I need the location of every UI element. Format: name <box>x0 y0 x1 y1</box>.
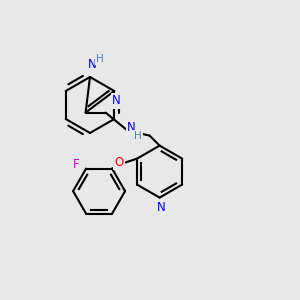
Text: N: N <box>127 121 136 134</box>
Text: H: H <box>134 130 142 141</box>
Text: F: F <box>73 158 80 171</box>
Text: N: N <box>88 58 96 71</box>
Text: O: O <box>115 156 124 169</box>
Text: H: H <box>96 54 104 64</box>
Text: N: N <box>112 94 121 107</box>
Text: N: N <box>157 201 166 214</box>
